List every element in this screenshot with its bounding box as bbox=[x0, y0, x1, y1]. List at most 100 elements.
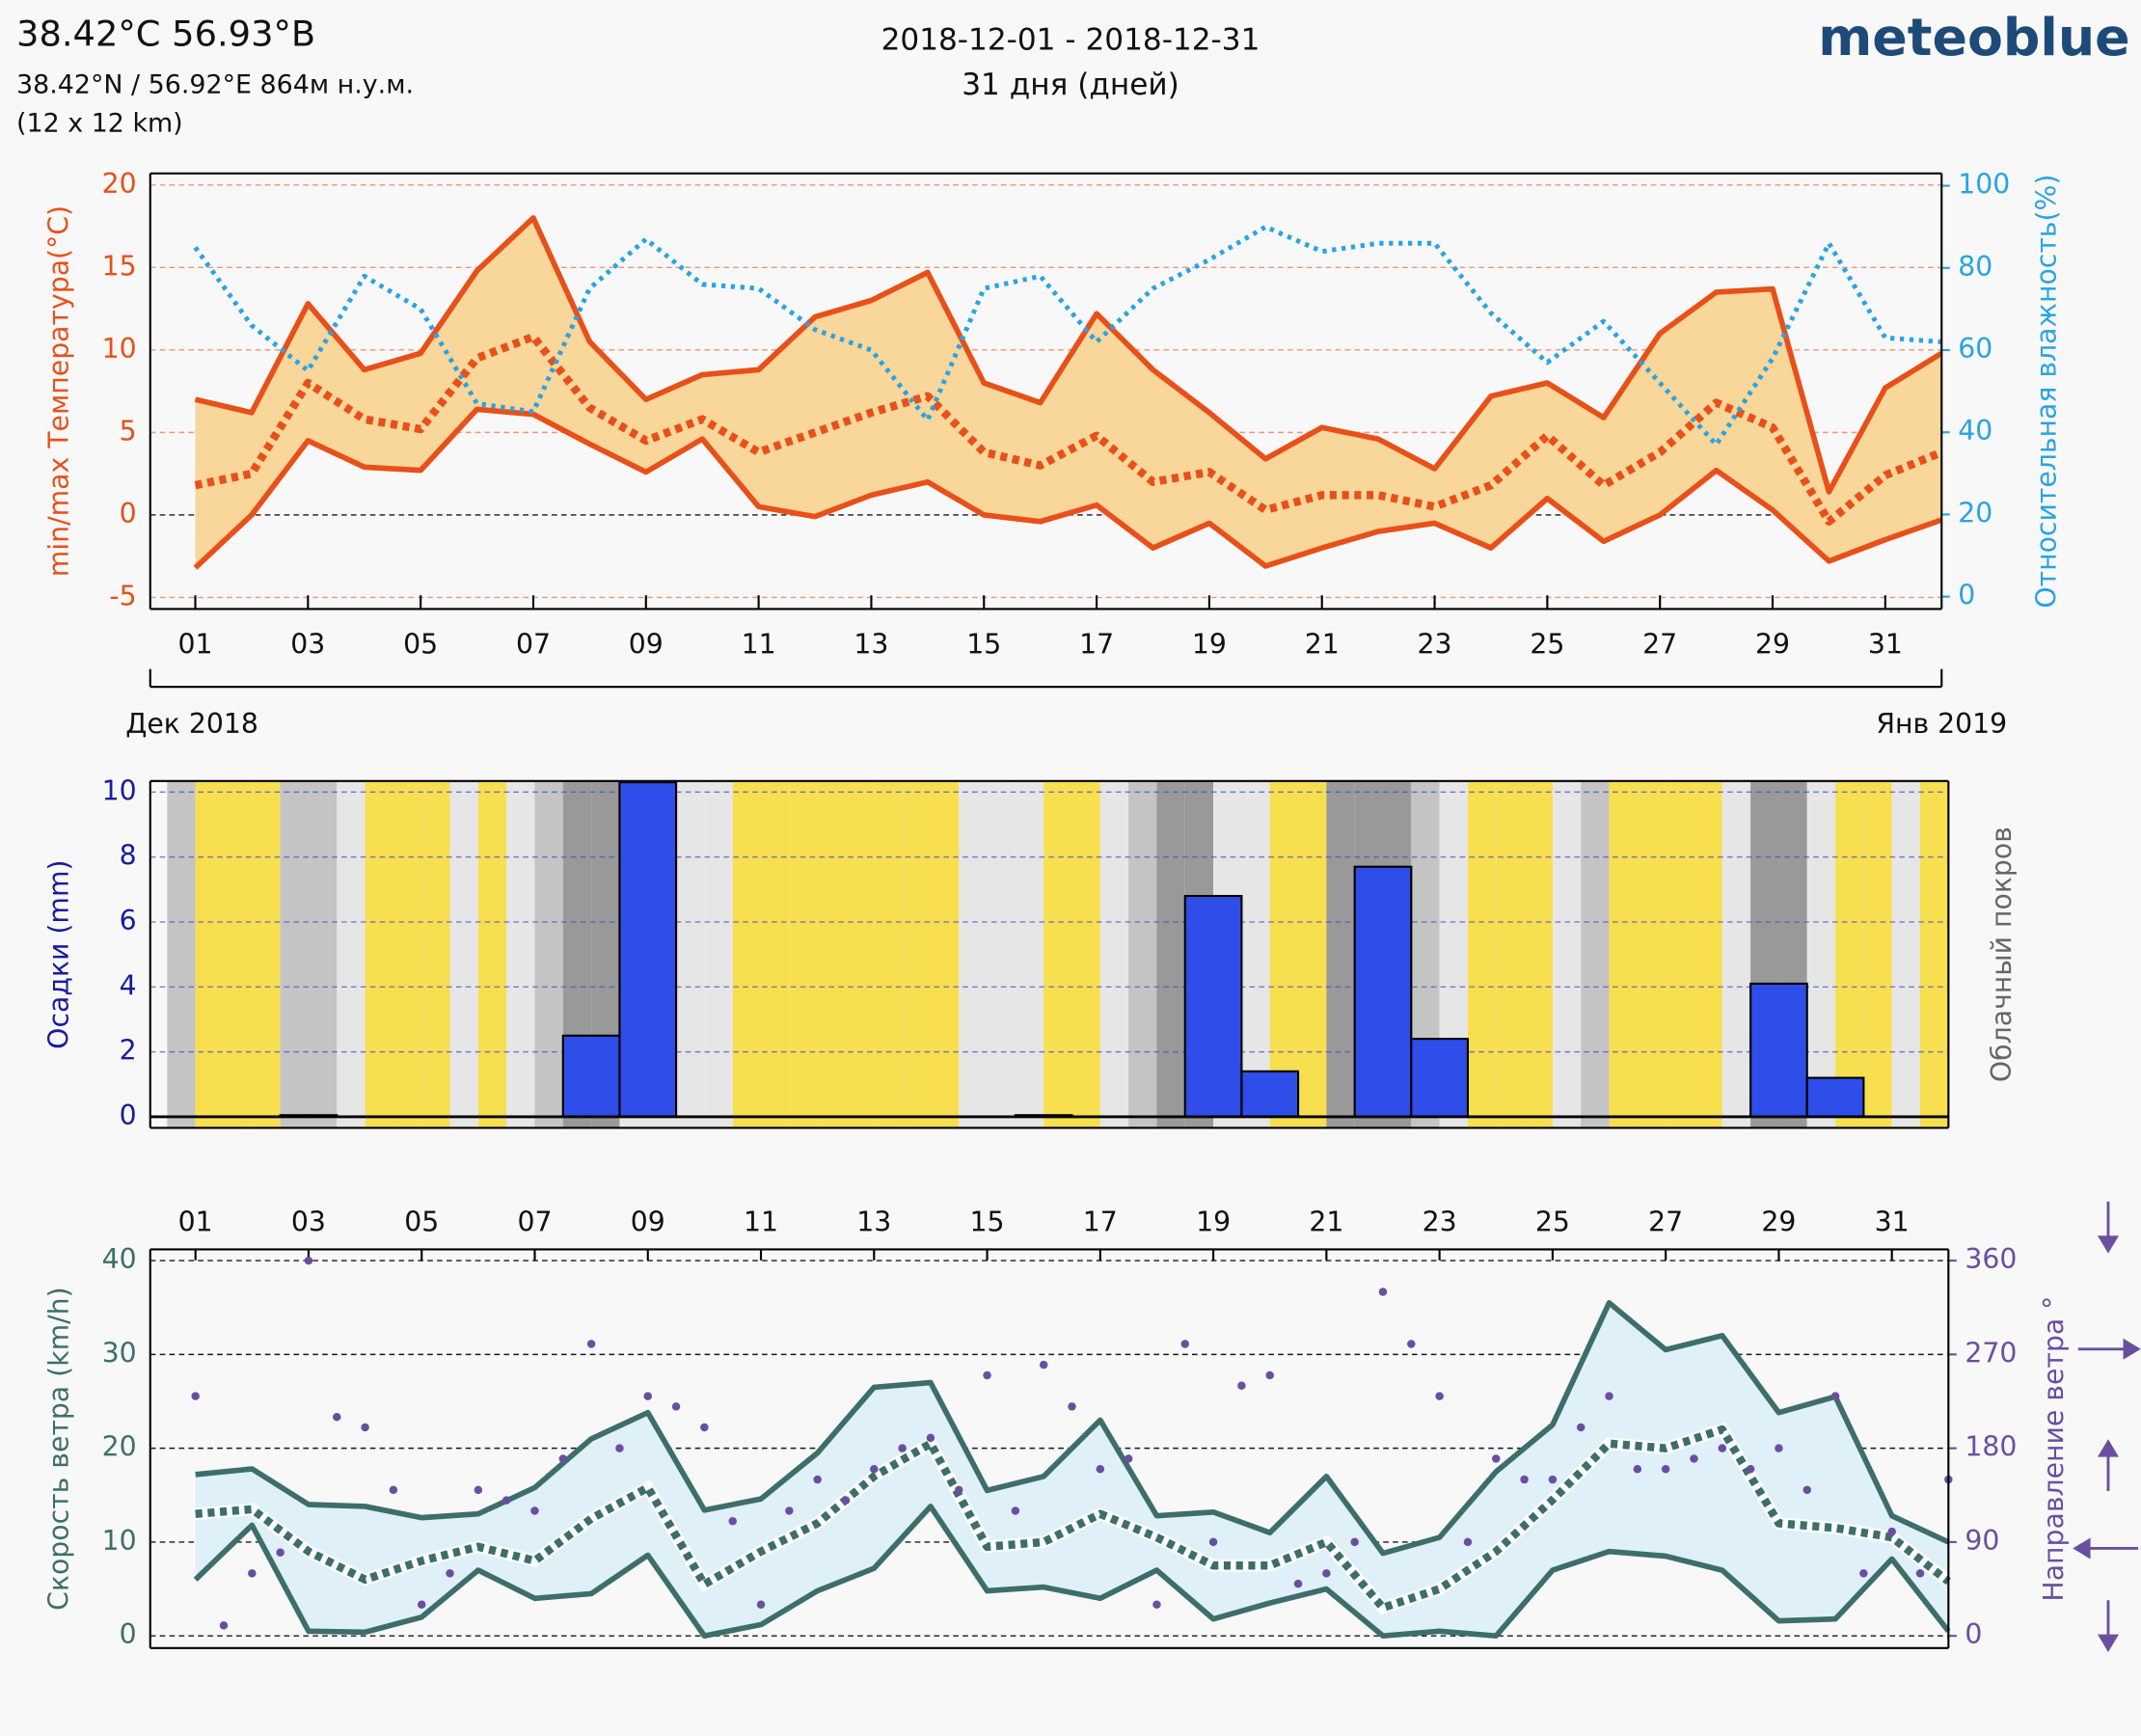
y2-tick-label: 0 bbox=[1965, 1618, 1982, 1650]
y-axis-title: Скорость ветра (km/h) bbox=[42, 1287, 74, 1611]
cloud-cover-cell bbox=[308, 780, 338, 1128]
cloud-cover-cell bbox=[902, 780, 931, 1128]
x-tick-label: 25 bbox=[1530, 629, 1564, 661]
wind-direction-point bbox=[1124, 1454, 1133, 1463]
y2-tick-label: 0 bbox=[1958, 580, 1975, 611]
y-axis-title: Осадки (mm) bbox=[42, 859, 74, 1048]
wind-direction-point bbox=[1887, 1527, 1896, 1536]
cloud-cover-cell bbox=[959, 780, 988, 1128]
wind-direction-point bbox=[1350, 1537, 1359, 1547]
x-tick-label: 01 bbox=[178, 1207, 213, 1238]
wind-direction-point bbox=[248, 1569, 257, 1578]
wind-direction-point bbox=[530, 1506, 539, 1515]
cloud-cover-cell bbox=[195, 780, 225, 1128]
y-tick-label: 5 bbox=[120, 415, 137, 447]
y-tick-label: 15 bbox=[102, 250, 137, 282]
x-tick-label: 07 bbox=[517, 1207, 552, 1238]
cloud-cover-cell bbox=[449, 780, 478, 1128]
cloud-cover-cell bbox=[1326, 780, 1355, 1128]
cloud-cover-cell bbox=[704, 780, 733, 1128]
cloud-cover-cell bbox=[477, 780, 507, 1128]
y2-axis-title: Относительная влажность(%) bbox=[2031, 175, 2063, 609]
cloud-cover-cell bbox=[1269, 780, 1299, 1128]
x-tick-label: 19 bbox=[1192, 629, 1227, 661]
cloud-cover-cell bbox=[1694, 780, 1722, 1128]
y-tick-label: -5 bbox=[109, 580, 136, 611]
wind-direction-point bbox=[1520, 1475, 1529, 1484]
wind-direction-point bbox=[1152, 1600, 1161, 1610]
wind-direction-point bbox=[1011, 1506, 1020, 1515]
wind-direction-point bbox=[1265, 1370, 1274, 1380]
wind-direction-point bbox=[898, 1444, 907, 1452]
wind-direction-point bbox=[1208, 1537, 1218, 1547]
wind-direction-point bbox=[276, 1548, 285, 1557]
y2-tick-label: 60 bbox=[1958, 333, 1992, 365]
x-tick-label: 01 bbox=[177, 629, 212, 661]
cloud-cover-cell bbox=[1666, 780, 1694, 1128]
wind-direction-point bbox=[1633, 1465, 1642, 1474]
cloud-cover-cell bbox=[845, 780, 875, 1128]
cloud-cover-cell bbox=[337, 780, 366, 1128]
arrow-head bbox=[2097, 1235, 2119, 1254]
y2-axis-title: Направление ветра ° bbox=[2038, 1296, 2070, 1602]
precipitation-bar bbox=[618, 781, 678, 1119]
cloud-cover-cell bbox=[1637, 780, 1667, 1128]
line-series bbox=[193, 1504, 1951, 1640]
wind-direction-point bbox=[1802, 1485, 1811, 1495]
precipitation-bar bbox=[1749, 982, 1808, 1119]
y-tick-label: 20 bbox=[102, 1431, 137, 1463]
x-tick-label: 05 bbox=[404, 1207, 439, 1238]
x-tick-label: 03 bbox=[290, 629, 325, 661]
x-tick-label: 13 bbox=[854, 629, 888, 661]
cloud-cover-cell bbox=[252, 780, 281, 1128]
wind-direction-point bbox=[1605, 1392, 1613, 1400]
wind-direction-point bbox=[1435, 1392, 1444, 1400]
line-series bbox=[195, 1300, 1950, 1557]
wind-direction-point bbox=[558, 1454, 568, 1463]
wind-direction-point bbox=[983, 1370, 991, 1380]
cloud-cover-cell bbox=[874, 780, 903, 1128]
cloud-cover-cell bbox=[761, 780, 790, 1128]
y2-tick-label: 360 bbox=[1965, 1243, 2017, 1275]
y-axis-title: min/max Температура(°C) bbox=[42, 205, 74, 577]
wind-direction-point bbox=[813, 1475, 822, 1484]
wind-direction-point bbox=[333, 1412, 341, 1422]
cloud-cover-cell bbox=[1241, 780, 1270, 1128]
wind-arrows bbox=[2073, 1201, 2141, 1652]
precipitation-bar bbox=[1240, 1070, 1300, 1119]
cloud-cover-cell bbox=[1863, 780, 1892, 1128]
cloud-cover-cell bbox=[534, 780, 563, 1128]
x-tick-label: 25 bbox=[1535, 1207, 1570, 1238]
x-tick-label: 15 bbox=[970, 1207, 1005, 1238]
cloud-cover-cell bbox=[1298, 780, 1327, 1128]
y-tick-label: 10 bbox=[102, 774, 137, 806]
y-tick-label: 0 bbox=[120, 1099, 137, 1131]
wind-direction-point bbox=[1180, 1340, 1190, 1348]
cloud-cover-cell bbox=[1524, 780, 1553, 1128]
cloud-cover-cell bbox=[817, 780, 846, 1128]
arrow-head bbox=[2073, 1537, 2091, 1560]
x-tick-label: 09 bbox=[629, 629, 664, 661]
x-tick-label: 07 bbox=[516, 629, 551, 661]
x-tick-label: 31 bbox=[1868, 629, 1903, 661]
y2-tick-label: 20 bbox=[1958, 497, 1992, 529]
cloud-cover-cell bbox=[1552, 780, 1582, 1128]
x-tick-label: 11 bbox=[742, 629, 776, 661]
x-tick-label: 29 bbox=[1761, 1207, 1796, 1238]
y-tick-label: 4 bbox=[120, 969, 137, 1001]
cloud-cover-cell bbox=[789, 780, 818, 1128]
wind-direction-point bbox=[756, 1600, 766, 1610]
wind-direction-point bbox=[1492, 1454, 1501, 1463]
wind-direction-point bbox=[219, 1621, 229, 1630]
cloud-cover-cell bbox=[1015, 780, 1044, 1128]
y-tick-label: 0 bbox=[120, 498, 137, 529]
y2-tick-label: 100 bbox=[1958, 169, 2010, 201]
y-tick-label: 0 bbox=[120, 1618, 137, 1650]
wind-direction-point bbox=[671, 1402, 681, 1411]
wind-direction-point bbox=[870, 1465, 879, 1474]
line-series bbox=[194, 332, 1943, 527]
wind-direction-point bbox=[1068, 1402, 1076, 1411]
cloud-cover-cell bbox=[1920, 780, 1949, 1128]
cloud-cover-cell bbox=[1806, 780, 1836, 1128]
